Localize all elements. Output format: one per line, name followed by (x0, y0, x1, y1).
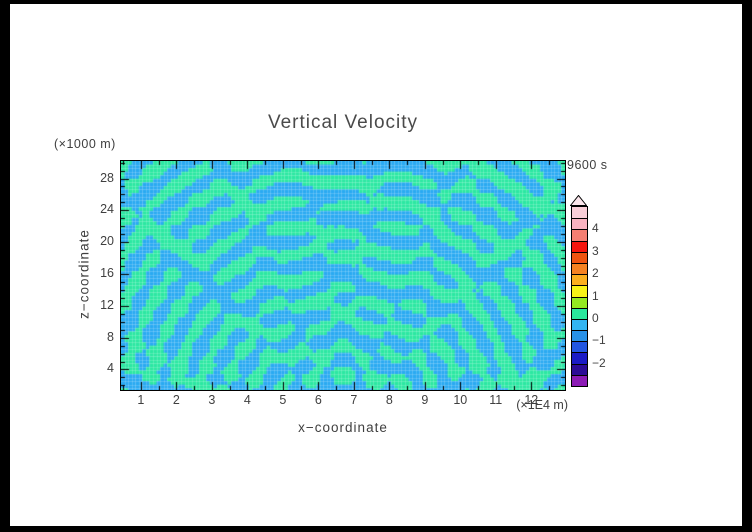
colorbar-segment (572, 262, 587, 275)
colorbar (571, 206, 588, 387)
x-tick-label: 1 (137, 393, 145, 407)
colorbar-segment (572, 307, 587, 319)
x-tick-label: 11 (489, 393, 503, 407)
colorbar-segment (572, 207, 587, 219)
colorbar-segment (572, 330, 587, 342)
colorbar-segment (572, 251, 587, 263)
x-tick-label: 8 (385, 393, 393, 407)
y-tick-label: 20 (100, 234, 114, 249)
colorbar-segment (572, 240, 587, 252)
y-tick-label: 12 (100, 297, 114, 312)
x-axis-unit-label: (×1E4 m) (516, 398, 568, 412)
x-tick-label: 3 (208, 393, 216, 407)
colorbar-segment (572, 363, 587, 375)
x-tick-label: 12 (524, 393, 539, 407)
colorbar-segment (572, 352, 587, 364)
time-label: 9600 s (567, 158, 608, 172)
y-axis-unit-label: (×1000 m) (54, 137, 116, 151)
x-tick-label: 4 (243, 393, 251, 407)
colorbar-segment (572, 274, 587, 286)
colorbar-segment (572, 229, 587, 241)
y-axis-label: z−coordinate (76, 229, 92, 319)
colorbar-segment (572, 218, 587, 230)
frame-border-left (0, 0, 10, 532)
colorbar-segment (572, 296, 587, 308)
x-axis-label: x−coordinate (298, 420, 388, 435)
x-tick-label: 5 (279, 393, 287, 407)
y-tick-label: 8 (107, 329, 114, 344)
colorbar-tick-label: −1 (592, 333, 606, 348)
colorbar-segment (572, 374, 587, 386)
colorbar-tick-label: 2 (592, 266, 599, 281)
colorbar-segment (572, 285, 587, 297)
colorbar-tick-label: 1 (592, 288, 599, 303)
x-tick-label: 6 (314, 393, 322, 407)
plot-title: Vertical Velocity (267, 112, 419, 133)
frame-border-top (0, 0, 752, 4)
y-tick-label: 4 (107, 361, 114, 376)
colorbar-tick-label: −2 (592, 355, 606, 370)
colorbar-overflow-arrow-icon (570, 195, 587, 206)
contour-plot (120, 160, 566, 391)
x-tick-label: 2 (172, 393, 180, 407)
y-tick-label: 28 (100, 170, 114, 185)
colorbar-segment (572, 318, 587, 331)
frame-border-bottom (0, 526, 752, 532)
y-tick-label: 16 (100, 265, 114, 280)
colorbar-tick-label: 3 (592, 243, 599, 258)
x-tick-label: 9 (421, 393, 429, 407)
frame-border-right (742, 0, 752, 532)
colorbar-segment (572, 341, 587, 353)
x-tick-label: 10 (453, 393, 468, 407)
colorbar-tick-label: 0 (592, 311, 599, 325)
colorbar-tick-label: 4 (592, 221, 599, 236)
x-tick-label: 7 (350, 393, 358, 407)
y-tick-label: 24 (100, 202, 114, 217)
